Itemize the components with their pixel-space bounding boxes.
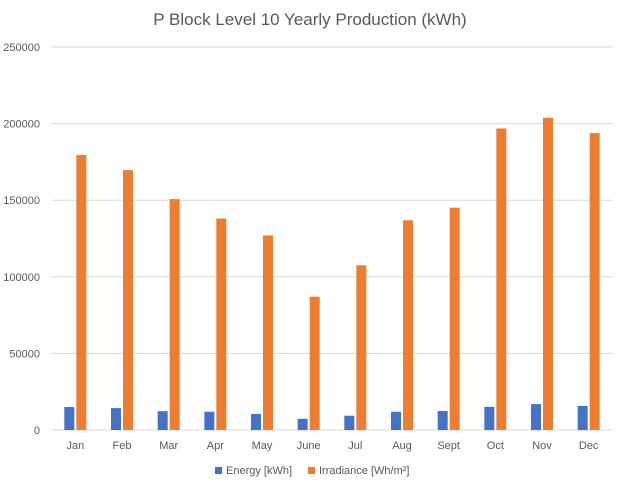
legend-swatch-irradiance [308,467,315,474]
legend-label-irradiance: Irradiance [Wh/m²] [319,465,409,477]
bar-irradiance-dec [589,133,600,431]
bar-irradiance-oct [496,128,507,431]
x-tick-label: June [297,440,321,452]
bar-irradiance-feb [123,170,133,431]
gridlines [52,46,612,431]
legend-label-energy: Energy [kWh] [226,465,292,477]
y-axis-ticks: 0 50000 100000 150000 200000 250000 [3,42,40,437]
bar-energy-apr [204,411,215,430]
bar-irradiance-sept [449,207,460,430]
x-tick-label: Apr [207,440,224,452]
x-tick-label: Nov [532,440,552,452]
bar-irradiance-nov [543,117,553,431]
bar-energy-june [297,418,308,430]
bar-energy-may [251,413,261,430]
x-axis-ticks: Jan Feb Mar Apr May June Jul Aug Sept Oct Nov Dec [66,440,598,452]
bar-energy-nov [531,404,541,430]
bar-irradiance-jan [76,155,87,431]
bar-energy-sept [437,411,448,430]
x-tick-label: Mar [159,440,178,452]
y-tick-label: 150000 [3,195,40,207]
bar-irradiance-aug [403,220,413,430]
bar-energy-jan [64,407,75,430]
bar-irradiance-mar [169,199,180,430]
y-tick-label: 100000 [3,272,40,284]
x-tick-label: Jul [348,440,362,452]
bars [64,117,600,431]
x-tick-label: Aug [392,440,412,452]
legend-swatch-energy [215,467,222,474]
legend: Energy [kWh] Irradiance [Wh/m²] [215,465,409,477]
y-tick-label: 0 [34,425,40,437]
bar-energy-dec [577,405,588,430]
y-tick-label: 250000 [3,42,40,54]
x-tick-label: Feb [113,440,132,452]
x-tick-label: Sept [437,440,460,452]
bar-energy-jul [344,415,355,430]
x-tick-label: Dec [579,440,599,452]
y-tick-label: 200000 [3,119,40,131]
y-tick-label: 50000 [9,348,40,360]
chart-title: P Block Level 10 Yearly Production (kWh) [153,10,466,29]
bar-irradiance-june [309,296,320,430]
x-tick-label: Jan [66,440,84,452]
bar-energy-mar [157,411,168,430]
bar-energy-oct [484,406,495,430]
bar-energy-aug [391,411,401,430]
bar-energy-feb [111,408,121,430]
bar-irradiance-may [263,235,273,430]
x-tick-label: Oct [487,440,504,452]
x-tick-label: May [252,440,273,452]
bar-irradiance-jul [356,265,367,430]
bar-irradiance-apr [216,218,227,430]
